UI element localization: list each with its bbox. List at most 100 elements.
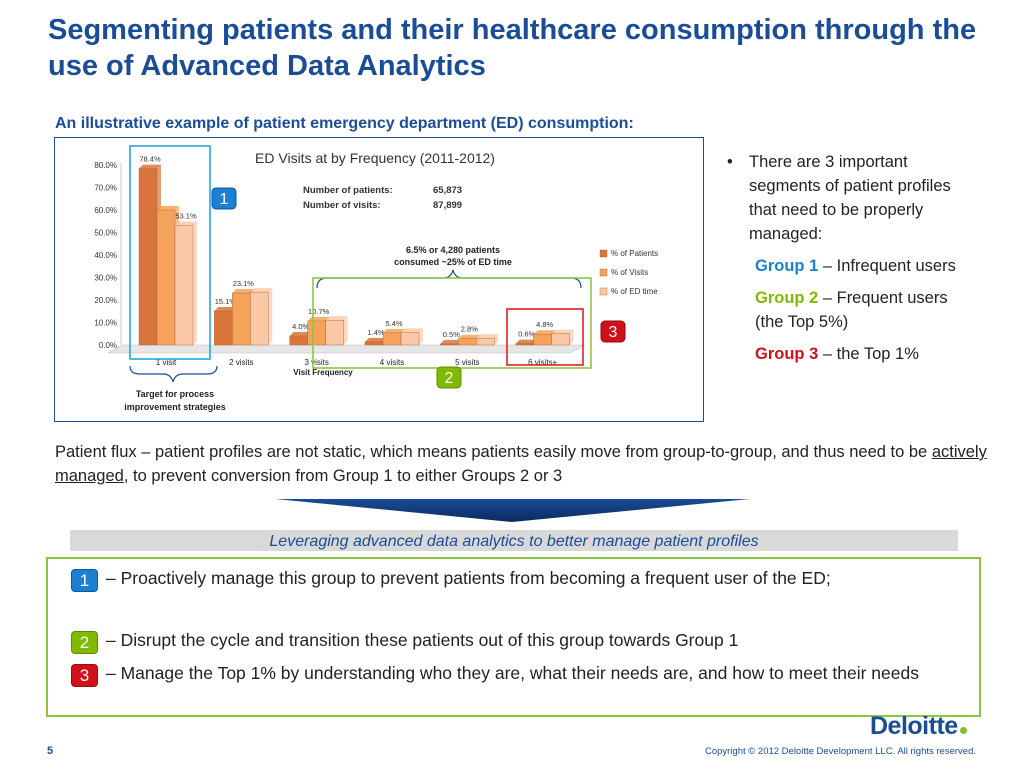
bar-top xyxy=(139,164,161,169)
x-tick-label: 2 visits xyxy=(229,358,253,367)
action-2-text: – Disrupt the cycle and transition these… xyxy=(106,630,739,650)
deloitte-logo: Deloitte xyxy=(870,712,967,741)
bar-top xyxy=(515,339,538,344)
bar-data-label: 2.8% xyxy=(461,325,478,334)
y-tick-label: 50.0% xyxy=(94,229,117,238)
legend-swatch xyxy=(599,249,608,258)
bar-side xyxy=(343,316,348,345)
bar-top xyxy=(250,288,273,293)
group-2-label: Group 2 xyxy=(755,289,819,307)
bar-side xyxy=(193,221,197,345)
annotation-brace-top xyxy=(316,269,582,289)
annotation-top5-line2: consumed ~25% of ED time xyxy=(394,257,512,267)
bullet-intro: There are 3 important segments of patien… xyxy=(749,153,951,243)
bar-top xyxy=(157,206,179,210)
bullet-item: • There are 3 important segments of pati… xyxy=(727,150,972,246)
group-2-number-badge: 2 xyxy=(71,631,98,654)
group-2-desc: – Frequent users (the Top 5%) xyxy=(755,289,948,331)
y-tick-label: 70.0% xyxy=(94,184,117,193)
x-axis-title: Visit Frequency xyxy=(293,368,353,377)
bar-data-label: 10.7% xyxy=(308,307,330,316)
leverage-banner: Leveraging advanced data analytics to be… xyxy=(70,530,958,551)
segments-bullet-panel: • There are 3 important segments of pati… xyxy=(727,150,972,366)
marker-badge-label: 1 xyxy=(220,191,229,208)
action-item-1: 1 – Proactively manage this group to pre… xyxy=(70,566,965,592)
y-tick-label: 40.0% xyxy=(94,251,117,260)
slide-subtitle: An illustrative example of patient emerg… xyxy=(55,115,634,132)
x-tick-label: 3 visits xyxy=(304,358,328,367)
bar--of-ed-time-5 xyxy=(551,333,570,346)
x-tick-label: 4 visits xyxy=(380,358,404,367)
annotation-target-line1: Target for process xyxy=(136,389,214,399)
highlight-box-group-3 xyxy=(506,308,584,366)
action-item-2: 2 – Disrupt the cycle and transition the… xyxy=(70,628,965,654)
page-number: 5 xyxy=(47,745,54,757)
highlight-box-group-1 xyxy=(129,145,211,360)
bar--of-ed-time-1 xyxy=(250,291,269,346)
x-tick-label: 5 visits xyxy=(455,358,479,367)
patient-flux-text: Patient flux – patient profiles are not … xyxy=(55,440,990,488)
bar--of-patients-3 xyxy=(364,341,384,346)
stat-visits-label: Number of visits: xyxy=(303,200,381,211)
bar--of-patients-1 xyxy=(214,310,233,346)
bar--of-visits-5 xyxy=(533,333,552,346)
group-3-label: Group 3 xyxy=(755,345,819,363)
ed-visits-chart: 0.0% 10.0% 20.0% 30.0% 40.0% 50.0% 60.0% 70.0% 8… xyxy=(94,145,658,412)
bar-top xyxy=(458,334,481,339)
bar--of-ed-time-4 xyxy=(476,338,495,346)
marker-badge-3 xyxy=(600,320,626,343)
bar-data-label: 23.1% xyxy=(233,279,255,288)
bar--of-visits-1 xyxy=(232,292,251,346)
chart-title: ED Visits at by Frequency (2011-2012) xyxy=(255,150,495,166)
group-3-desc: – the Top 1% xyxy=(818,345,919,363)
bar--of-patients-4 xyxy=(440,343,459,346)
x-tick-label: 1 visit xyxy=(156,358,177,367)
marker-badge-1 xyxy=(211,187,237,210)
marker-badge-2 xyxy=(436,366,462,389)
bar-data-label: 0.6% xyxy=(518,330,535,339)
bar-top xyxy=(365,337,387,342)
legend-label: % of Visits xyxy=(611,268,648,277)
bar-top xyxy=(533,330,556,335)
flux-text-after: , to prevent conversion from Group 1 to … xyxy=(123,467,563,485)
bar--of-ed-time-0 xyxy=(174,225,194,346)
bar-data-label: 5.4% xyxy=(385,319,402,328)
annotation-brace-bottom xyxy=(129,365,218,383)
y-tick-label: 20.0% xyxy=(94,296,117,305)
annotation-target-line2: improvement strategies xyxy=(124,402,226,412)
y-tick-label: 60.0% xyxy=(94,206,117,215)
bullet-dot: • xyxy=(727,153,733,171)
group-1-number-badge: 1 xyxy=(71,569,98,592)
bar-top xyxy=(289,332,312,336)
bar--of-visits-3 xyxy=(382,332,402,346)
group-1-label: Group 1 xyxy=(755,257,819,275)
y-tick-label: 0.0% xyxy=(99,341,117,350)
annotation-top5-line1: 6.5% or 4,280 patients xyxy=(406,245,500,255)
group-2-line: Group 2 – Frequent users (the Top 5%) xyxy=(755,286,972,334)
bar-data-label: 15.1% xyxy=(215,297,237,306)
bar-top xyxy=(325,316,348,321)
y-tick-label: 80.0% xyxy=(94,161,117,170)
bar-side xyxy=(569,329,574,345)
bar-data-label: 4.8% xyxy=(536,320,553,329)
bar-top xyxy=(383,328,405,333)
y-tick-label: 10.0% xyxy=(94,319,117,328)
action-3-text: – Manage the Top 1% by understanding who… xyxy=(106,663,919,683)
bar-top xyxy=(551,329,574,334)
bar-data-label: 0.5% xyxy=(443,330,460,339)
down-arrow-icon xyxy=(275,499,750,522)
stat-patients-value: 65,873 xyxy=(433,185,462,196)
bar--of-ed-time-2 xyxy=(325,320,344,346)
bar-top xyxy=(175,221,197,226)
bar-top xyxy=(440,339,463,344)
group-3-line: Group 3 – the Top 1% xyxy=(755,342,972,366)
bar-side xyxy=(494,334,499,345)
bar-data-label: 78.4% xyxy=(139,155,161,164)
stat-visits-value: 87,899 xyxy=(433,200,462,211)
group-3-number-badge: 3 xyxy=(71,664,98,687)
bar--of-patients-0 xyxy=(138,168,158,346)
logo-dot xyxy=(959,727,967,734)
slide-title: Segmenting patients and their healthcare… xyxy=(48,14,977,82)
marker-badge-label: 2 xyxy=(445,370,454,387)
bar-data-label: 4.0% xyxy=(292,322,309,331)
